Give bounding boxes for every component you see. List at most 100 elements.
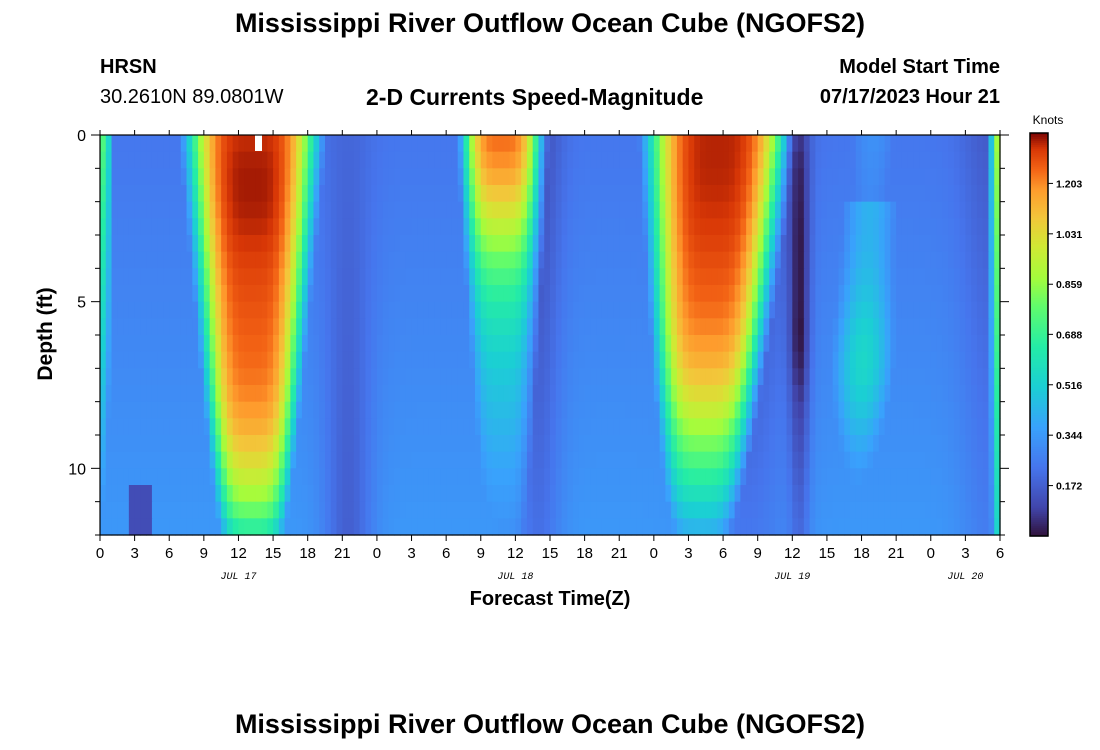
heatmap-cell (509, 468, 516, 486)
heatmap-cell (550, 135, 557, 153)
heatmap-cell (584, 468, 591, 486)
heatmap-cell (982, 285, 990, 303)
heatmap-cell (371, 151, 378, 169)
heatmap-cell (578, 218, 586, 236)
heatmap-cell (538, 285, 545, 303)
heatmap-cell (146, 235, 153, 253)
heatmap-cell (711, 335, 718, 353)
colorbar-cell (1030, 268, 1048, 271)
heatmap-cell (244, 151, 251, 169)
heatmap-cell (584, 201, 591, 219)
heatmap-cell (636, 201, 643, 219)
heatmap-cell (128, 435, 136, 453)
heatmap-cell (215, 518, 222, 536)
heatmap-cell (319, 185, 326, 203)
heatmap-cell (861, 251, 868, 269)
heatmap-cell (728, 151, 736, 169)
heatmap-cell (313, 318, 320, 336)
heatmap-cell (140, 335, 147, 353)
heatmap-cell (578, 451, 586, 469)
heatmap-cell (123, 201, 130, 219)
heatmap-cell (261, 135, 268, 153)
heatmap-cell (203, 368, 211, 386)
heatmap-cell (665, 335, 672, 353)
heatmap-cell (826, 401, 834, 419)
model-start-label: Model Start Time (839, 56, 1000, 78)
heatmap-cell (826, 501, 834, 519)
heatmap-cell (648, 251, 655, 269)
heatmap-cell (486, 451, 493, 469)
heatmap-cell (630, 135, 638, 153)
heatmap-cell (319, 518, 326, 536)
heatmap-cell (105, 201, 113, 219)
heatmap-cell (792, 501, 799, 519)
heatmap-cell (607, 301, 615, 319)
heatmap-cell (555, 351, 563, 369)
heatmap-cell (798, 351, 805, 369)
heatmap-cell (682, 351, 690, 369)
heatmap-cell (325, 351, 332, 369)
heatmap-cell (544, 268, 551, 286)
heatmap-cell (786, 435, 793, 453)
heatmap-cell (959, 251, 966, 269)
heatmap-cell (734, 485, 741, 503)
heatmap-cell (682, 401, 690, 419)
heatmap-cell (146, 251, 153, 269)
heatmap-cell (140, 351, 147, 369)
colorbar-cell (1030, 356, 1048, 360)
heatmap-cell (555, 485, 563, 503)
heatmap-cell (740, 251, 747, 269)
heatmap-cell (832, 468, 840, 486)
heatmap-cell (723, 518, 730, 536)
heatmap-cell (503, 201, 511, 219)
heatmap-cell (740, 385, 747, 403)
heatmap-cell (157, 401, 165, 419)
heatmap-cell (607, 468, 615, 486)
heatmap-cell (948, 468, 955, 486)
heatmap-cell (365, 335, 372, 353)
heatmap-cell (325, 201, 332, 219)
heatmap-cell (815, 235, 822, 253)
heatmap-cell (630, 351, 638, 369)
heatmap-cell (567, 468, 574, 486)
heatmap-cell (659, 268, 666, 286)
heatmap-cell (884, 385, 891, 403)
heatmap-cell (601, 218, 609, 236)
colorbar-cell (1030, 167, 1048, 170)
heatmap-cell (780, 235, 788, 253)
heatmap-cell (411, 435, 418, 453)
heatmap-cell (850, 351, 857, 369)
heatmap-cell (492, 185, 499, 203)
heatmap-cell (665, 518, 672, 536)
heatmap-cell (273, 251, 280, 269)
heatmap-cell (780, 218, 788, 236)
heatmap-cell (290, 235, 297, 253)
heatmap-cell (803, 435, 811, 453)
heatmap-cell (486, 468, 493, 486)
heatmap-cell (919, 485, 926, 503)
heatmap-cell (786, 485, 793, 503)
heatmap-cell (400, 351, 407, 369)
colorbar-cell (1030, 249, 1048, 253)
heatmap-cell (550, 168, 557, 186)
heatmap-cell (480, 135, 488, 153)
heatmap-cell (451, 401, 459, 419)
heatmap-cell (319, 385, 326, 403)
heatmap-cell (273, 418, 280, 436)
heatmap-cell (163, 351, 170, 369)
heatmap-cell (873, 285, 880, 303)
heatmap-cell (434, 268, 441, 286)
heatmap-cell (469, 501, 476, 519)
heatmap-cell (100, 385, 107, 403)
heatmap-cell (826, 318, 834, 336)
heatmap-cell (942, 201, 949, 219)
heatmap-cell (198, 468, 205, 486)
heatmap-cell (994, 168, 1001, 186)
heatmap-cell (509, 518, 516, 536)
heatmap-cell (417, 335, 424, 353)
heatmap-cell (567, 318, 574, 336)
heatmap-cell (492, 168, 499, 186)
heatmap-cell (498, 285, 505, 303)
heatmap-cell (769, 168, 776, 186)
heatmap-cell (221, 401, 228, 419)
